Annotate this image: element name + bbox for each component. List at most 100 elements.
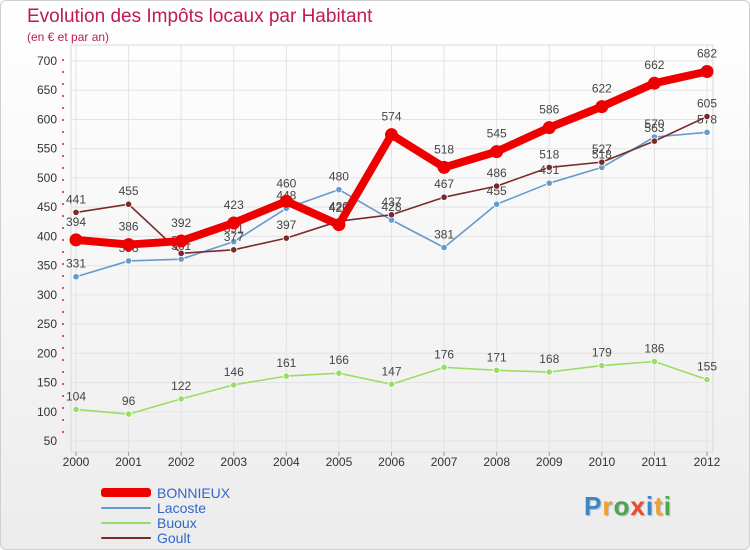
- legend-label-bonnieux: BONNIEUX: [157, 484, 231, 501]
- data-point-goult: [598, 158, 606, 166]
- data-point-goult: [650, 137, 659, 145]
- data-label-goult: 441: [66, 192, 86, 206]
- data-label-lacoste: 331: [66, 257, 86, 271]
- data-label-bonnieux: 386: [119, 220, 139, 234]
- data-point-bonnieux: [332, 218, 346, 232]
- data-point-lacoste: [124, 257, 133, 265]
- chart-subtitle: (en € et par an): [27, 30, 110, 44]
- legend-item-buoux[interactable]: Buoux: [101, 515, 230, 531]
- x-tick-label: 2006: [378, 455, 405, 469]
- x-tick-label: 2004: [273, 455, 300, 469]
- data-point-goult: [72, 208, 80, 217]
- data-point-goult: [230, 246, 238, 254]
- data-point-buoux: [440, 363, 448, 371]
- legend-item-bonnieux[interactable]: BONNIEUX: [101, 484, 231, 501]
- x-tick-label: 2000: [63, 455, 90, 469]
- logo-letter: o: [613, 491, 631, 521]
- data-label-buoux: 168: [539, 352, 559, 366]
- data-label-buoux: 96: [122, 394, 136, 408]
- data-label-bonnieux: 545: [487, 127, 507, 141]
- data-label-buoux: 122: [171, 379, 191, 393]
- data-label-goult: 467: [434, 177, 454, 191]
- data-label-buoux: 147: [381, 364, 401, 378]
- legend-item-lacoste[interactable]: Lacoste: [101, 499, 230, 516]
- data-point-buoux: [124, 410, 133, 418]
- data-point-goult: [124, 200, 133, 208]
- data-label-lacoste: 518: [592, 147, 612, 161]
- data-point-goult: [703, 112, 711, 121]
- data-label-goult: 518: [539, 147, 559, 161]
- y-tick-label: 50: [44, 434, 58, 448]
- x-tick-label: 2003: [220, 455, 247, 469]
- logo-letter: t: [654, 491, 664, 521]
- data-label-bonnieux: 394: [66, 215, 86, 229]
- data-label-lacoste: 570: [644, 117, 664, 131]
- y-tick-label: 600: [37, 112, 57, 126]
- data-point-buoux: [387, 380, 396, 388]
- data-point-goult: [387, 211, 396, 219]
- data-label-buoux: 155: [697, 360, 717, 374]
- data-label-buoux: 146: [224, 365, 244, 379]
- data-point-goult: [440, 193, 448, 201]
- data-label-goult: 527: [592, 142, 612, 156]
- data-label-buoux: 179: [592, 346, 612, 360]
- data-label-buoux: 171: [487, 350, 507, 364]
- data-point-bonnieux: [490, 145, 504, 159]
- x-tick-label: 2001: [115, 455, 142, 469]
- data-point-bonnieux: [122, 238, 136, 252]
- chart-legend: BONNIEUX Lacoste Buoux Goult: [101, 484, 231, 546]
- data-point-goult: [282, 234, 290, 242]
- data-point-lacoste: [177, 255, 185, 263]
- y-tick-label: 350: [37, 259, 57, 273]
- data-point-buoux: [335, 369, 343, 377]
- data-point-bonnieux: [279, 194, 293, 208]
- data-label-goult: 397: [276, 218, 296, 232]
- data-point-bonnieux: [385, 128, 398, 142]
- data-label-goult: 486: [487, 166, 507, 180]
- y-tick-label: 700: [37, 54, 57, 68]
- data-label-bonnieux: 460: [276, 176, 296, 190]
- data-point-buoux: [177, 395, 185, 403]
- data-point-buoux: [545, 368, 553, 376]
- data-label-goult: 377: [224, 230, 244, 244]
- y-tick-label: 200: [37, 346, 57, 360]
- data-point-goult: [545, 163, 553, 171]
- data-point-lacoste: [545, 179, 553, 187]
- data-point-bonnieux: [542, 121, 556, 135]
- data-label-buoux: 176: [434, 347, 454, 361]
- data-point-bonnieux: [647, 76, 661, 90]
- y-tick-label: 100: [37, 405, 57, 419]
- data-label-bonnieux: 420: [329, 200, 349, 214]
- data-label-bonnieux: 392: [171, 216, 191, 230]
- data-label-bonnieux: 622: [592, 82, 612, 96]
- data-point-bonnieux: [595, 100, 609, 114]
- data-point-buoux: [493, 366, 501, 374]
- y-tick-label: 450: [37, 200, 57, 214]
- data-label-bonnieux: 682: [697, 47, 717, 61]
- data-label-bonnieux: 662: [644, 58, 664, 72]
- y-tick-label: 150: [37, 376, 57, 390]
- data-point-buoux: [282, 372, 290, 380]
- data-label-buoux: 104: [66, 389, 86, 403]
- x-tick-label: 2008: [483, 455, 510, 469]
- logo-letter: i: [645, 491, 655, 521]
- data-label-goult: 455: [119, 184, 139, 198]
- data-label-lacoste: 381: [434, 227, 454, 241]
- x-tick-label: 2010: [588, 455, 615, 469]
- legend-label-lacoste: Lacoste: [157, 499, 207, 516]
- chart-title: Evolution des Impôts locaux par Habitant: [27, 6, 373, 27]
- data-point-lacoste: [440, 243, 448, 252]
- data-point-lacoste: [72, 273, 80, 281]
- y-tick-label: 500: [37, 171, 57, 185]
- logo-letter: x: [630, 491, 646, 521]
- data-point-buoux: [230, 381, 238, 389]
- x-tick-label: 2011: [642, 455, 668, 469]
- legend-swatch-buoux: [101, 521, 151, 524]
- x-tick-label: 2005: [326, 455, 353, 469]
- data-label-goult: 437: [381, 195, 401, 209]
- x-tick-label: 2002: [168, 455, 195, 469]
- data-label-buoux: 186: [644, 341, 664, 355]
- data-point-bonnieux: [174, 234, 188, 248]
- legend-item-goult[interactable]: Goult: [101, 530, 230, 546]
